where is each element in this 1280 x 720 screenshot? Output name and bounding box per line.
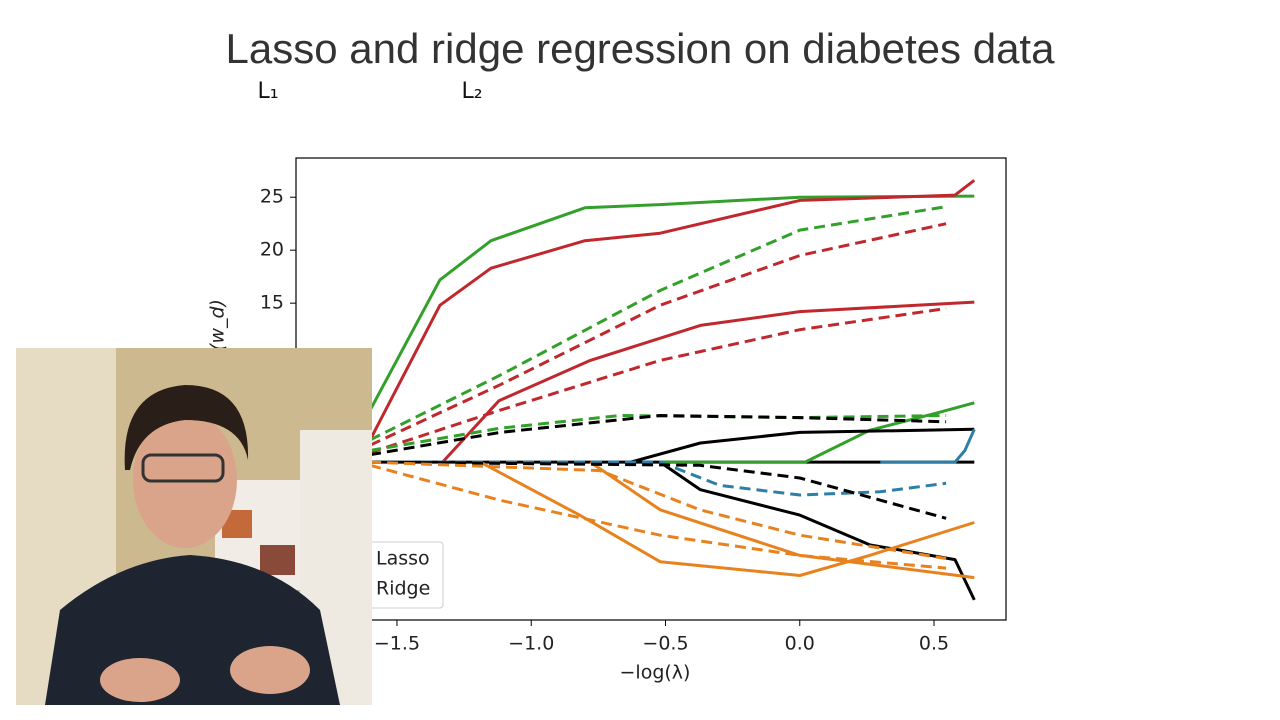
legend-label: Ridge — [376, 578, 430, 600]
handwritten-note: L₁ — [257, 79, 278, 104]
y-tick-label: 25 — [260, 186, 284, 208]
webcam-books — [260, 545, 295, 575]
ridge-line — [370, 460, 947, 560]
legend-label: Lasso — [376, 548, 430, 570]
ridge-line — [369, 414, 947, 457]
ridge-line — [370, 460, 947, 520]
plot-area: −1.5 −1.0 −0.5 0.0 0.5 15 20 25 −log(λ) (w_d) — [207, 157, 1007, 684]
webcam-video — [16, 348, 372, 705]
x-tick-label: 0.0 — [785, 633, 815, 655]
x-tick-label: −1.0 — [508, 633, 554, 655]
lasso-line — [589, 460, 975, 580]
x-tick-label: 0.5 — [919, 633, 949, 655]
ridge-line — [370, 460, 947, 497]
ridge-line — [369, 463, 947, 570]
webcam-glasses — [141, 453, 225, 483]
ridge-line — [369, 205, 947, 442]
x-tick-label: −0.5 — [642, 633, 688, 655]
webcam-hand — [230, 646, 310, 694]
lasso-line — [368, 179, 976, 441]
ridge-line — [369, 222, 947, 447]
ridge-line — [369, 414, 947, 452]
lasso-line — [880, 428, 976, 464]
lasso-line — [441, 300, 975, 464]
y-tick-label: 20 — [260, 239, 284, 261]
lasso-line — [630, 427, 975, 464]
lasso-line — [368, 194, 975, 411]
webcam-hand — [100, 658, 180, 702]
x-axis-label: −log(λ) — [620, 662, 691, 684]
y-axis-label: (w_d) — [207, 299, 229, 351]
webcam-hair — [124, 385, 249, 470]
ridge-line — [369, 307, 947, 455]
handwritten-note: L₂ — [461, 79, 482, 104]
x-tick-label: −1.5 — [374, 633, 420, 655]
lasso-line — [659, 460, 976, 601]
lasso-line — [479, 460, 975, 577]
slide-title: Lasso and ridge regression on diabetes d… — [226, 25, 1056, 72]
y-tick-label: 15 — [260, 292, 284, 314]
